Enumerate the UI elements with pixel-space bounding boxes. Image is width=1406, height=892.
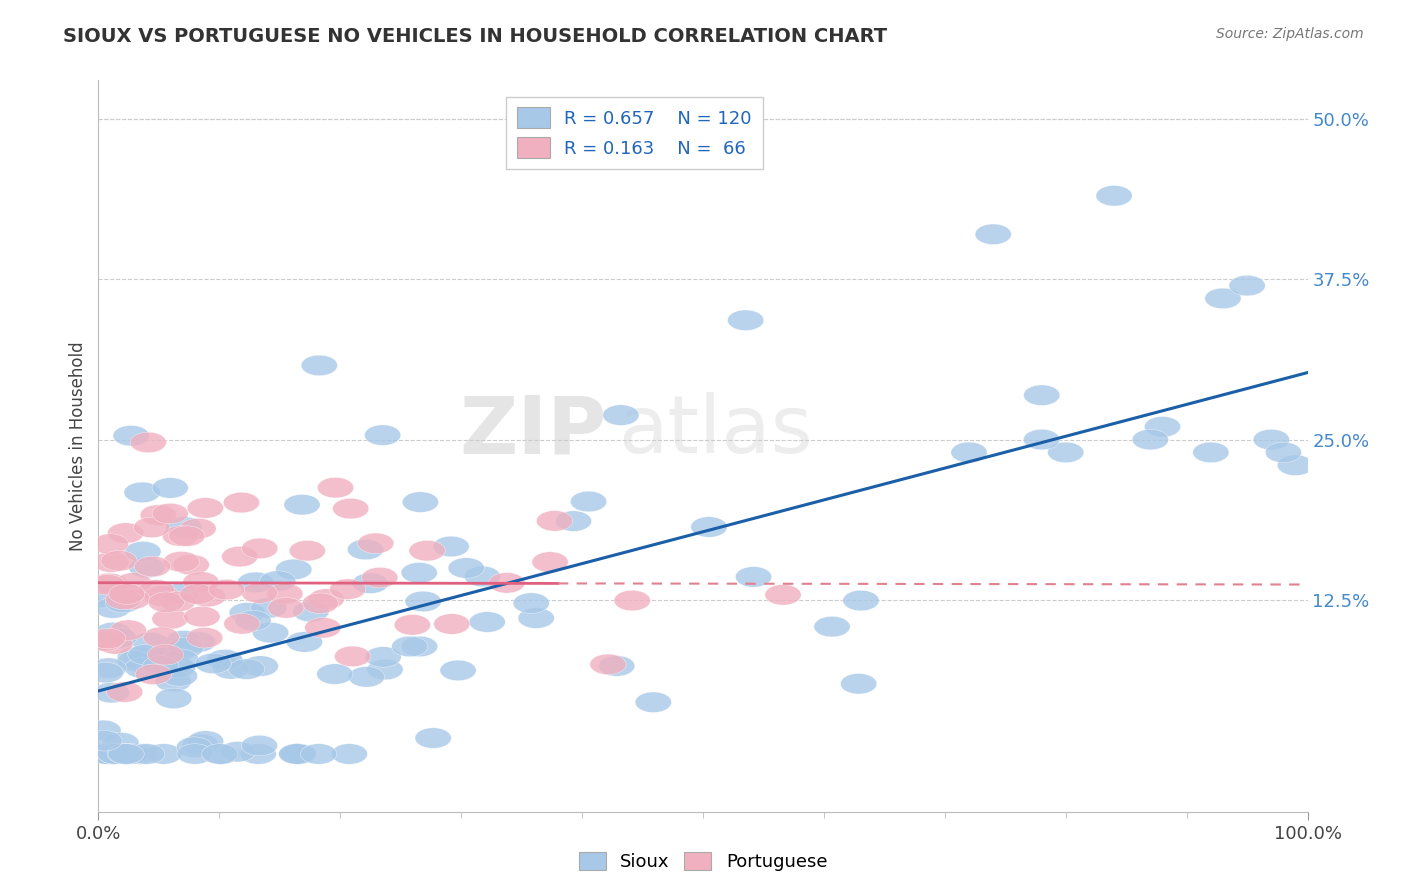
Y-axis label: No Vehicles in Household: No Vehicles in Household <box>69 341 87 551</box>
Legend: R = 0.657    N = 120, R = 0.163    N =  66: R = 0.657 N = 120, R = 0.163 N = 66 <box>506 96 762 169</box>
Text: Source: ZipAtlas.com: Source: ZipAtlas.com <box>1216 27 1364 41</box>
Legend: Sioux, Portuguese: Sioux, Portuguese <box>571 845 835 879</box>
Text: ZIP: ZIP <box>458 392 606 470</box>
Text: atlas: atlas <box>619 392 813 470</box>
Text: SIOUX VS PORTUGUESE NO VEHICLES IN HOUSEHOLD CORRELATION CHART: SIOUX VS PORTUGUESE NO VEHICLES IN HOUSE… <box>63 27 887 45</box>
